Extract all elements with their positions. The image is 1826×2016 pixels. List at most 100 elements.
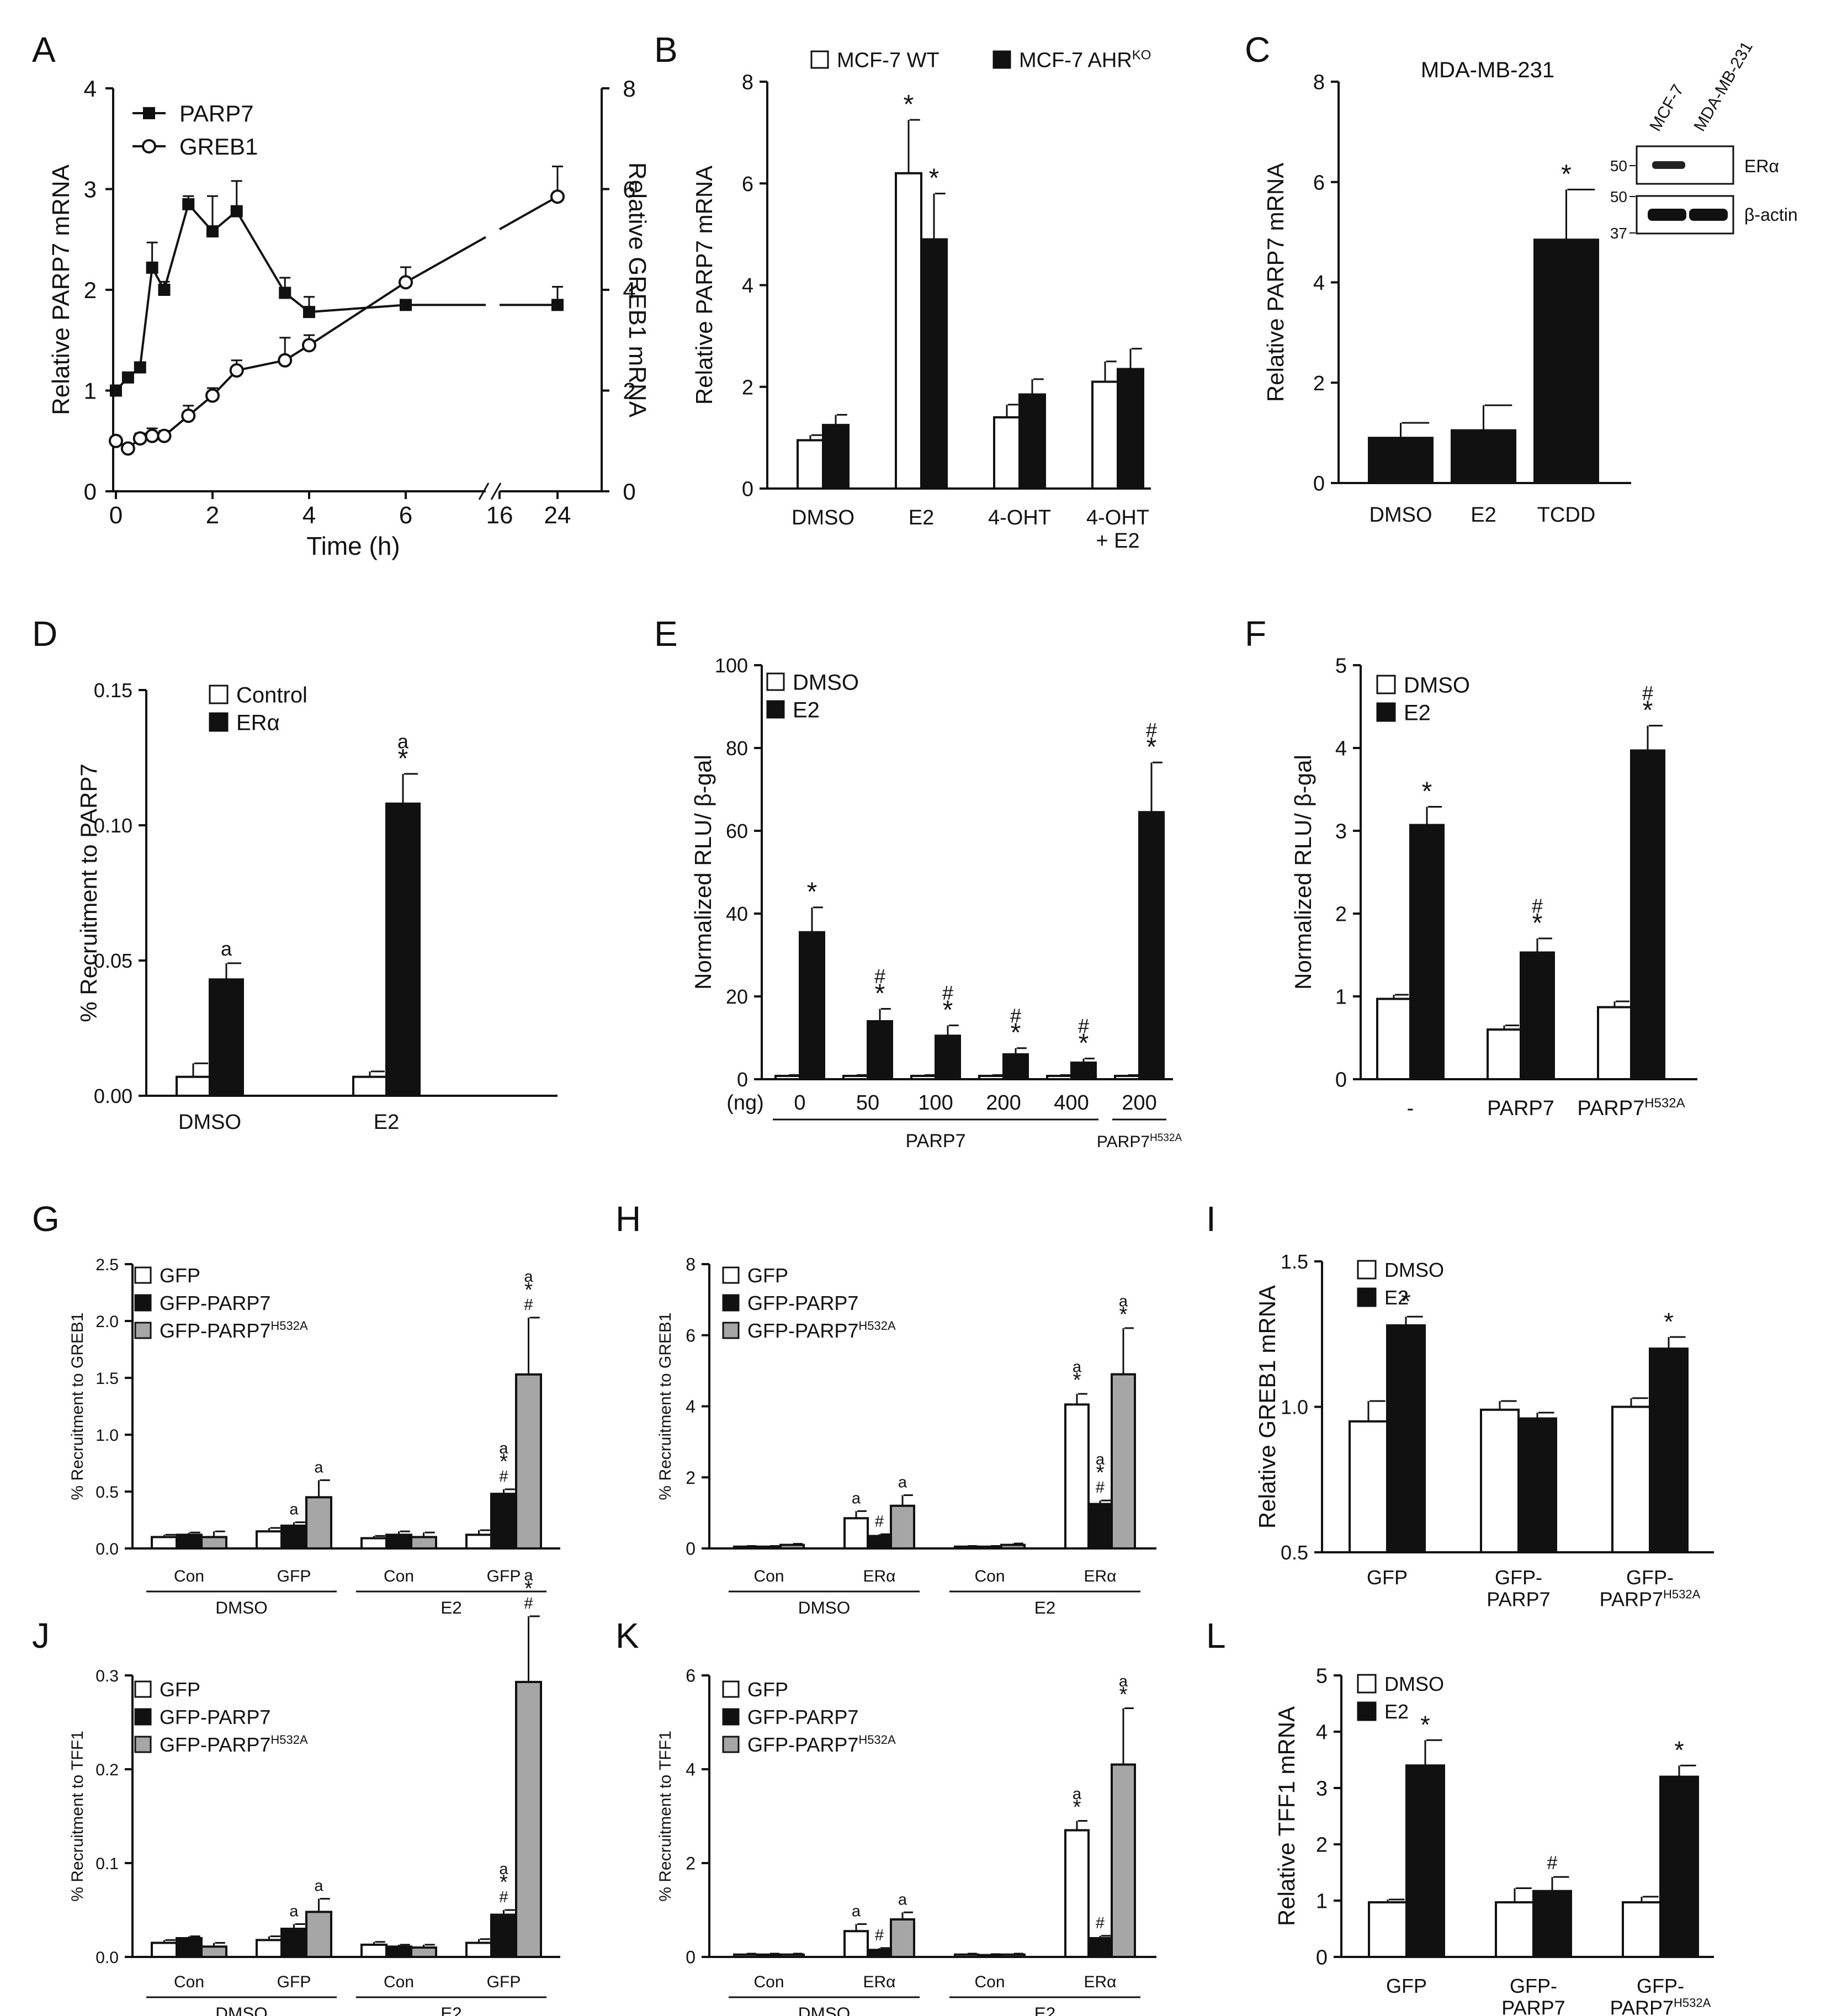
bar-gfp xyxy=(733,1953,758,1958)
panel-letter-K: K xyxy=(615,1616,639,1656)
category-label-text: PARP7 xyxy=(1610,1997,1674,2016)
category-label: Con xyxy=(384,1567,414,1585)
y2-tick-label: 6 xyxy=(623,177,635,203)
significance-mark: a xyxy=(499,1440,508,1457)
y-axis-title: Normalized RLU/ β-gal xyxy=(1290,755,1316,990)
data-point-PARP7 xyxy=(134,361,146,374)
y-axis-title: Normalized RLU/ β-gal xyxy=(690,755,716,990)
data-point-GREB1 xyxy=(205,388,220,403)
bar-mcf-7-wt xyxy=(993,416,1021,490)
legend-label-text: GFP xyxy=(160,1264,200,1287)
group-label-text: DMSO xyxy=(215,1598,268,1617)
y-tick-label: 5 xyxy=(1316,1665,1328,1688)
bar-mcf-7-ahr xyxy=(1018,393,1046,490)
significance-mark: * xyxy=(1561,160,1572,189)
bar-gfp-parp7 xyxy=(490,1493,517,1550)
bar-gfp xyxy=(465,1534,492,1550)
bar-e2 xyxy=(935,1034,961,1080)
y-tick-label: 1 xyxy=(84,378,97,404)
category-label: 100 xyxy=(918,1091,953,1115)
category-label: Con xyxy=(384,1973,414,1991)
category-label: 4-OHT xyxy=(1086,506,1149,529)
bar- xyxy=(1451,429,1516,484)
category-label: 400 xyxy=(1054,1091,1089,1115)
y-tick-label: 1 xyxy=(1316,1890,1328,1913)
legend-label: Control xyxy=(236,683,307,707)
bar-gfp-parp7 xyxy=(385,1534,412,1550)
legend-label: GFP-PARP7H532A xyxy=(160,1733,308,1756)
panel-letters: A B C D E F G H I J K L xyxy=(32,30,1270,1656)
series-line-ext-GREB1 xyxy=(405,236,486,284)
series-line-ext2-GREB1 xyxy=(499,195,558,231)
blot-marker: 50 xyxy=(1610,188,1627,205)
x-tick-label: 4 xyxy=(302,502,316,529)
legend-label: GFP-PARP7 xyxy=(747,1292,858,1314)
group-label-text: DMSO xyxy=(798,2003,851,2016)
legend-label: DMSO xyxy=(1404,673,1470,697)
data-point-GREB1 xyxy=(302,338,316,353)
y-tick-label: 2 xyxy=(1316,1834,1328,1857)
bar-gfp-parp7 xyxy=(779,1543,805,1550)
y-tick-label: 1 xyxy=(1335,986,1347,1009)
significance-mark: * xyxy=(943,995,953,1025)
bar-gfp xyxy=(360,1943,388,1958)
blot-band xyxy=(1648,209,1686,221)
panel-letter-A: A xyxy=(32,30,56,70)
blot-lane-label: MDA-MB-231 xyxy=(1690,39,1756,135)
category-label: GFP xyxy=(1386,1975,1427,1997)
legend-swatch xyxy=(1376,675,1396,694)
y-tick-label: 100 xyxy=(715,654,748,677)
category-label-sup: H532A xyxy=(1674,1996,1711,2010)
category-label: PARP7H532A xyxy=(1577,1096,1685,1120)
category-label: Con xyxy=(174,1973,204,1991)
group-label: E2 xyxy=(1034,1598,1056,1617)
bar- xyxy=(1533,238,1599,484)
panel-letter-I: I xyxy=(1206,1199,1216,1239)
legend-swatch xyxy=(722,1322,740,1339)
significance-mark: a xyxy=(1096,1451,1105,1468)
y-tick-label: 0 xyxy=(742,478,753,501)
bar-dmso xyxy=(1611,1405,1651,1553)
y-tick-label: 0.05 xyxy=(94,949,132,972)
significance-mark: * xyxy=(1011,1018,1021,1048)
legend-label: E2 xyxy=(1404,701,1431,725)
legend-label: GFP xyxy=(160,1678,200,1701)
panel-letter-D: D xyxy=(32,614,57,654)
category-label: Con xyxy=(174,1567,204,1585)
y-tick-label: 4 xyxy=(686,1397,696,1416)
group-label-text: E2 xyxy=(1034,2003,1056,2016)
data-point-GREB1 xyxy=(109,433,123,448)
bar-gfp xyxy=(733,1545,758,1550)
significance-mark: * xyxy=(1079,1028,1089,1058)
legend-label-text: GFP-PARP7 xyxy=(747,1733,858,1756)
y-tick-label: 20 xyxy=(726,985,748,1008)
significance-mark: * xyxy=(1073,1368,1081,1392)
bar-e2 xyxy=(1659,1775,1699,1959)
bar-dmso xyxy=(1114,1075,1140,1080)
bar-gfp-parp7 xyxy=(756,1953,782,1958)
category-label: PARP7H532A xyxy=(1600,1588,1701,1611)
y-axis-title: Relative PARP7 mRNA xyxy=(1262,163,1288,402)
category-label: 200 xyxy=(1122,1091,1156,1115)
legend-label-text: GFP-PARP7 xyxy=(747,1292,858,1314)
bar-mcf-7-wt xyxy=(1091,380,1119,490)
group-label-sup: H532A xyxy=(1150,1132,1182,1144)
bar-gfp-parp7 xyxy=(1087,1937,1113,1958)
group-label-text: E2 xyxy=(440,2003,462,2016)
x-axis-title: Time (h) xyxy=(306,532,400,560)
bar-gfp-parp7 xyxy=(1111,1763,1136,1958)
y-tick-label: 60 xyxy=(726,820,748,842)
legend-swatch xyxy=(1357,1701,1377,1721)
significance-mark: * xyxy=(904,90,914,119)
y-tick-label: 4 xyxy=(686,1760,696,1780)
category-label-sup: H532A xyxy=(1644,1096,1685,1111)
category-label: GFP xyxy=(487,1973,521,1991)
y-axis-title: Relative PARP7 mRNA xyxy=(47,164,75,415)
legend-label: MCF-7 AHRKO xyxy=(1019,48,1151,72)
category-label: - xyxy=(1407,1097,1414,1120)
category-label: GFP- xyxy=(1637,1975,1684,1997)
bar-mcf-7-wt xyxy=(797,439,824,490)
significance-mark: a xyxy=(1119,1292,1128,1310)
significance-mark: * xyxy=(1420,1711,1430,1739)
